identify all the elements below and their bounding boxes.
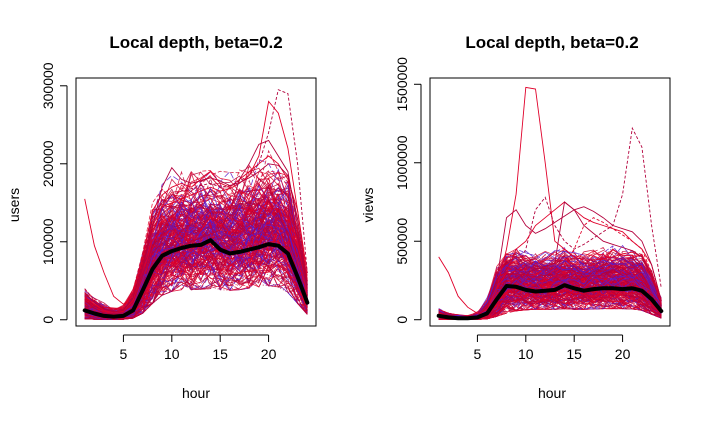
sample-curve [84,205,308,315]
outlier-curve [84,100,308,314]
users-curves [82,89,310,320]
outlier-curve [84,139,308,316]
y-tick-label: 500000 [394,218,410,265]
views-panel: Local depth, beta=0.2 hour views 5 10 15 20… [360,33,671,401]
views-axis-ticks: 5 10 15 20 0 500000 1000000 1500000 [394,57,631,362]
y-tick-label: 1500000 [394,57,410,112]
sample-curve [84,169,308,311]
x-tick-label: 10 [164,346,180,362]
views-plot-area [429,77,671,327]
sample-curve [84,267,308,320]
sample-curve [84,200,308,315]
users-axis-ticks: 5 10 15 20 0 100000 200000 300000 [40,62,277,362]
sample-curve [84,226,308,318]
sample-curve [84,177,308,311]
users-plot-frame [75,77,317,327]
x-tick-label: 5 [474,346,482,362]
sample-curve [438,287,662,320]
median-curve [436,283,664,321]
sample-curve [438,291,662,320]
users-y-axis-label: users [6,188,22,222]
x-tick-label: 20 [615,346,631,362]
sample-curve [438,270,662,319]
sample-curve [84,189,308,314]
sample-curve [84,267,308,320]
sample-curve [438,251,662,317]
views-plot-frame [429,77,671,327]
x-tick-label: 15 [566,346,582,362]
sample-curve [84,263,308,320]
views-y-axis-label: views [360,187,376,222]
sample-curve [84,201,308,316]
outlier-curve [84,163,308,313]
x-tick-label: 5 [120,346,128,362]
y-tick-label: 0 [394,316,410,324]
sample-curve [84,171,308,313]
y-tick-label: 100000 [40,218,56,265]
x-tick-label: 10 [518,346,534,362]
x-tick-label: 20 [261,346,277,362]
users-chart-title: Local depth, beta=0.2 [109,33,282,52]
views-x-axis-label: hour [538,385,566,401]
views-chart-title: Local depth, beta=0.2 [465,33,638,52]
median-curve [82,238,310,319]
y-tick-label: 0 [40,316,56,324]
outlier-curve [438,201,662,314]
users-panel: Local depth, beta=0.2 hour users 5 10 15 20… [6,33,317,401]
views-curves [436,86,664,321]
sample-curve [84,207,308,316]
y-tick-label: 300000 [40,62,56,109]
sample-curve [84,182,308,314]
sample-curve [84,196,308,316]
users-plot-area [75,77,317,327]
sample-curve [438,258,662,318]
y-tick-label: 1000000 [394,135,410,190]
sample-curve [438,264,662,318]
sample-curve [84,212,308,316]
users-x-axis-label: hour [182,385,210,401]
x-tick-label: 15 [212,346,228,362]
outlier-curve [84,264,308,317]
y-tick-label: 200000 [40,140,56,187]
sample-curve [84,149,308,311]
outlier-curve [84,155,308,305]
